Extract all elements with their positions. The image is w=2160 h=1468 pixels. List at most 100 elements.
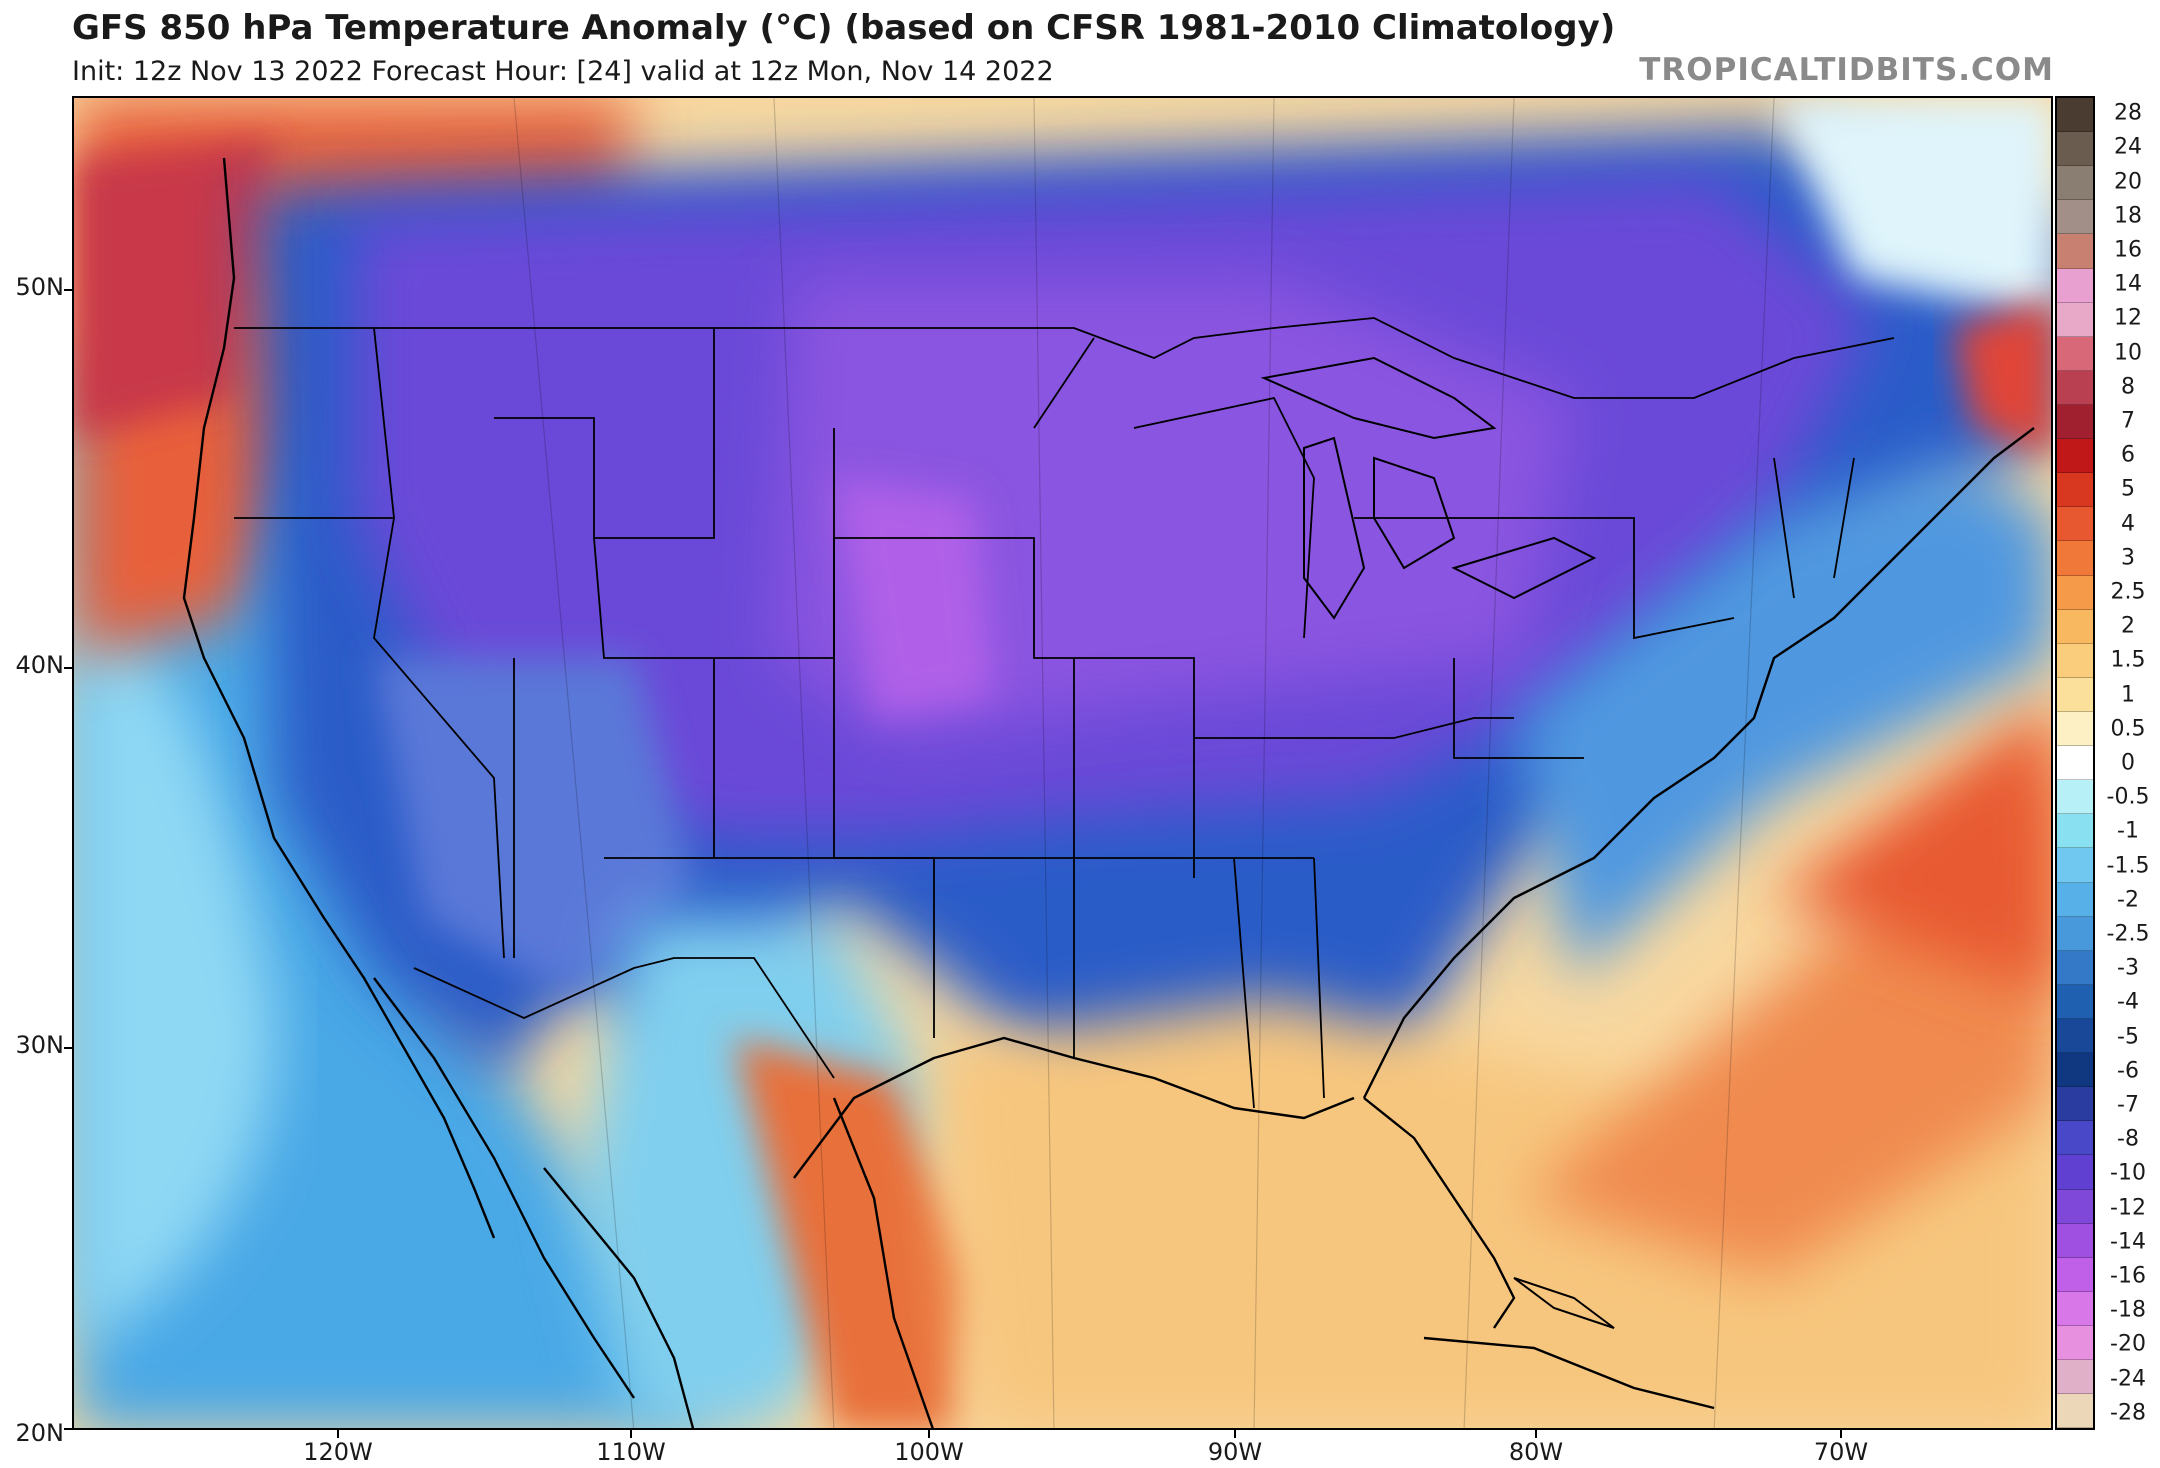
- colorbar-swatch: [2057, 234, 2093, 269]
- colorbar-label: -6: [2117, 1058, 2139, 1084]
- colorbar-label: 7: [2121, 408, 2135, 434]
- lat-tick: [64, 1047, 72, 1049]
- colorbar-swatch: [2057, 1360, 2093, 1395]
- colorbar-swatch: [2057, 1291, 2093, 1326]
- lon-tick: [1535, 1430, 1537, 1438]
- colorbar-swatch: [2057, 1223, 2093, 1258]
- colorbar-swatch: [2057, 677, 2093, 712]
- colorbar-label: 14: [2114, 271, 2142, 297]
- colorbar-swatch: [2057, 916, 2093, 951]
- lat-label-50n: 50N: [15, 273, 65, 301]
- lon-tick: [630, 1430, 632, 1438]
- colorbar-swatch: [2057, 98, 2093, 133]
- colorbar-label: 2: [2121, 613, 2135, 639]
- colorbar-label: 0: [2121, 750, 2135, 776]
- colorbar-swatch: [2057, 268, 2093, 303]
- lat-label-30n: 30N: [15, 1031, 65, 1059]
- colorbar: [2055, 96, 2095, 1430]
- colorbar-label: 20: [2114, 169, 2142, 194]
- colorbar-label: 1.5: [2110, 647, 2146, 673]
- colorbar-label: -14: [2110, 1229, 2146, 1255]
- colorbar-label: -12: [2110, 1195, 2146, 1221]
- colorbar-swatch: [2057, 1018, 2093, 1054]
- colorbar-label: -0.5: [2106, 784, 2150, 810]
- colorbar-label: 18: [2114, 203, 2142, 229]
- colorbar-swatch: [2057, 473, 2093, 508]
- lon-label-120w: 120W: [303, 1438, 373, 1466]
- colorbar-label: 10: [2114, 340, 2142, 366]
- colorbar-swatch: [2057, 132, 2093, 167]
- colorbar-swatch: [2057, 507, 2093, 542]
- colorbar-swatch: [2057, 950, 2093, 985]
- colorbar-swatch: [2057, 336, 2093, 371]
- colorbar-swatch: [2057, 541, 2093, 576]
- colorbar-swatch: [2057, 200, 2093, 235]
- lon-tick: [928, 1430, 930, 1438]
- colorbar-swatch: [2057, 1325, 2093, 1361]
- lat-tick: [64, 1428, 72, 1430]
- colorbar-label: 4: [2121, 511, 2135, 537]
- brand-watermark: TROPICALTIDBITS.COM: [1639, 52, 2054, 88]
- colorbar-swatch: [2057, 848, 2093, 883]
- colorbar-label: -2.5: [2106, 921, 2150, 947]
- colorbar-label: 1: [2121, 682, 2135, 708]
- lon-label-100w: 100W: [894, 1438, 964, 1466]
- colorbar-label: -24: [2110, 1366, 2146, 1392]
- colorbar-swatch: [2057, 166, 2093, 201]
- anomaly-map: [72, 96, 2053, 1430]
- colorbar-swatch: [2057, 609, 2093, 644]
- colorbar-swatch: [2057, 882, 2093, 917]
- colorbar-swatch: [2057, 404, 2093, 440]
- forecast-info: Init: 12z Nov 13 2022 Forecast Hour: [24…: [72, 56, 1054, 87]
- colorbar-label: 28: [2114, 100, 2142, 126]
- colorbar-label: -10: [2110, 1160, 2146, 1186]
- colorbar-label: -1: [2117, 818, 2139, 844]
- colorbar-swatch: [2057, 643, 2093, 678]
- lon-label-80w: 80W: [1508, 1438, 1564, 1466]
- lat-tick: [64, 289, 72, 291]
- colorbar-swatch: [2057, 780, 2093, 815]
- colorbar-swatch: [2057, 370, 2093, 405]
- colorbar-label: -5: [2117, 1024, 2139, 1050]
- colorbar-label: 0.5: [2110, 716, 2146, 742]
- lon-label-70w: 70W: [1813, 1438, 1869, 1466]
- colorbar-label: 12: [2114, 305, 2142, 331]
- colorbar-label: -18: [2110, 1297, 2146, 1323]
- colorbar-label: -20: [2110, 1331, 2146, 1357]
- colorbar-swatch: [2057, 984, 2093, 1019]
- lon-label-90w: 90W: [1207, 1438, 1263, 1466]
- colorbar-swatch: [2057, 814, 2093, 849]
- lon-tick: [1234, 1430, 1236, 1438]
- colorbar-swatch: [2057, 575, 2093, 610]
- colorbar-label: -4: [2117, 989, 2139, 1015]
- colorbar-swatch: [2057, 1053, 2093, 1088]
- colorbar-swatch: [2057, 1087, 2093, 1122]
- colorbar-swatch: [2057, 439, 2093, 474]
- colorbar-label: -28: [2110, 1400, 2146, 1426]
- colorbar-label: -1.5: [2106, 853, 2150, 879]
- colorbar-label: -7: [2117, 1092, 2139, 1118]
- colorbar-label: -8: [2117, 1126, 2139, 1152]
- colorbar-swatch: [2057, 1155, 2093, 1190]
- colorbar-swatch: [2057, 746, 2093, 781]
- colorbar-label: 16: [2114, 237, 2142, 263]
- colorbar-label: 24: [2114, 134, 2142, 160]
- colorbar-swatch: [2057, 1121, 2093, 1156]
- colorbar-label: 8: [2121, 374, 2135, 400]
- colorbar-swatch: [2057, 1189, 2093, 1224]
- colorbar-swatch: [2057, 711, 2093, 747]
- colorbar-label: 5: [2121, 476, 2135, 502]
- colorbar-label: -2: [2117, 887, 2139, 913]
- lon-label-110w: 110W: [596, 1438, 666, 1466]
- colorbar-label: 2.5: [2110, 579, 2146, 605]
- lat-tick: [64, 667, 72, 669]
- colorbar-label: 3: [2121, 545, 2135, 571]
- lon-tick: [1840, 1430, 1842, 1438]
- chart-title: GFS 850 hPa Temperature Anomaly (°C) (ba…: [72, 8, 1616, 48]
- colorbar-swatch: [2057, 1394, 2093, 1429]
- colorbar-label: -3: [2117, 955, 2139, 981]
- colorbar-label: 6: [2121, 442, 2135, 468]
- colorbar-swatch: [2057, 302, 2093, 337]
- lat-label-40n: 40N: [15, 651, 65, 679]
- colorbar-label: -16: [2110, 1263, 2146, 1289]
